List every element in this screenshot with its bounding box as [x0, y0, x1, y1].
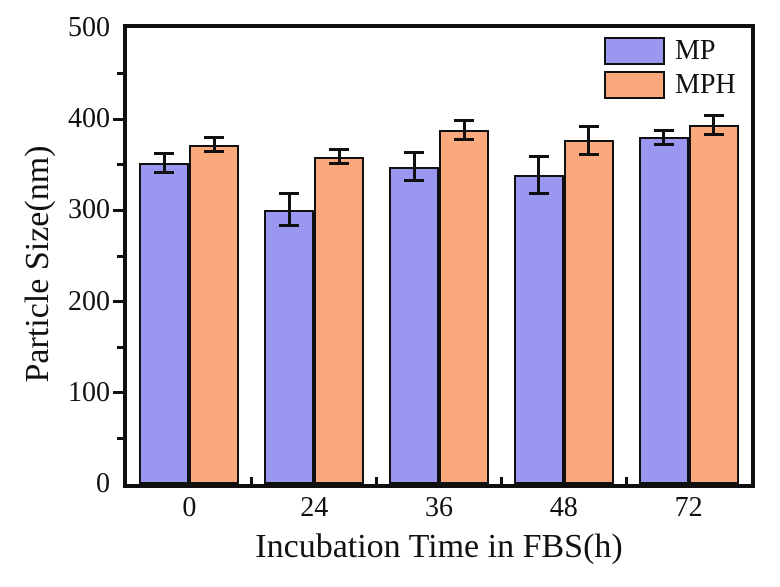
error-bar [412, 152, 416, 182]
x-minor-tick [250, 477, 254, 484]
bar-mp-0h [139, 162, 190, 484]
x-tick-label: 0 [182, 492, 197, 523]
x-major-tick [187, 472, 191, 484]
legend-item-mph: MPH [604, 68, 736, 102]
x-tick-label: 24 [300, 492, 329, 523]
x-major-tick [437, 472, 441, 484]
error-bar-top-cap [154, 151, 175, 155]
error-bar-bottom-cap [528, 191, 549, 195]
mph-legend-swatch [604, 71, 665, 99]
x-minor-tick [624, 477, 628, 484]
mph-legend-label: MPH [675, 69, 736, 100]
bar-mph-24h [314, 156, 365, 484]
error-bar-top-cap [329, 148, 350, 152]
error-bar-bottom-cap [454, 138, 474, 142]
error-bar [537, 155, 541, 194]
y-tick-label: 100 [68, 376, 110, 408]
x-major-tick [562, 472, 566, 484]
mp-legend-label: MP [675, 35, 716, 66]
x-tick-label: 36 [425, 492, 453, 523]
error-bar-top-cap [404, 151, 424, 155]
error-bar [462, 120, 466, 141]
bar-mph-72h [688, 124, 739, 484]
y-tick-label: 300 [68, 194, 110, 226]
error-bar [162, 152, 166, 173]
y-minor-tick [117, 254, 123, 258]
error-bar [337, 149, 341, 164]
error-bar-bottom-cap [329, 161, 350, 165]
x-axis-title: Incubation Time in FBS(h) [255, 528, 623, 565]
error-bar-top-cap [204, 136, 225, 140]
error-bar [587, 125, 591, 155]
error-bar-bottom-cap [653, 142, 674, 146]
x-tick-label: 48 [549, 492, 578, 523]
y-major-tick [113, 208, 123, 212]
error-bar [287, 193, 291, 226]
error-bar-bottom-cap [703, 132, 724, 136]
y-major-tick [113, 117, 123, 121]
error-bar-top-cap [578, 124, 599, 128]
bar-mph-36h [439, 130, 489, 484]
bar-mph-48h [563, 140, 614, 484]
y-tick-label: 0 [96, 468, 110, 499]
bar-mp-36h [389, 166, 439, 484]
error-bar-top-cap [454, 119, 474, 123]
error-bar-bottom-cap [279, 223, 300, 227]
y-minor-tick [117, 436, 123, 440]
plot-frame: MP MPH [113, 24, 755, 488]
error-bar-bottom-cap [404, 179, 424, 183]
y-tick-label: 400 [68, 103, 110, 135]
y-major-tick [113, 391, 123, 395]
error-bar-top-cap [279, 192, 300, 196]
error-bar-bottom-cap [154, 171, 175, 174]
y-major-tick [113, 300, 123, 304]
error-bar [662, 130, 666, 145]
error-bar-bottom-cap [578, 152, 599, 156]
legend: MP MPH [604, 34, 736, 102]
x-major-tick [312, 472, 316, 484]
error-bar-bottom-cap [204, 150, 225, 154]
error-bar [212, 137, 216, 153]
bar-mp-24h [264, 209, 315, 484]
error-bar [712, 114, 716, 135]
y-minor-tick [117, 163, 123, 167]
legend-item-mp: MP [604, 34, 736, 68]
error-bar-top-cap [528, 154, 549, 158]
bar-mp-48h [513, 174, 564, 484]
y-tick-label: 500 [68, 12, 110, 43]
x-tick-label: 72 [674, 492, 703, 523]
y-tick-label: 200 [68, 285, 110, 317]
x-minor-tick [499, 477, 503, 484]
plot-area: MP MPH [113, 28, 751, 484]
bar-mp-72h [638, 137, 689, 484]
error-bar-top-cap [653, 129, 674, 133]
y-minor-tick [117, 345, 123, 349]
error-bar-top-cap [703, 113, 724, 117]
x-major-tick [687, 472, 691, 484]
x-minor-tick [375, 477, 379, 484]
mp-legend-swatch [604, 37, 665, 65]
bar-mph-0h [189, 144, 240, 484]
y-minor-tick [117, 72, 123, 76]
